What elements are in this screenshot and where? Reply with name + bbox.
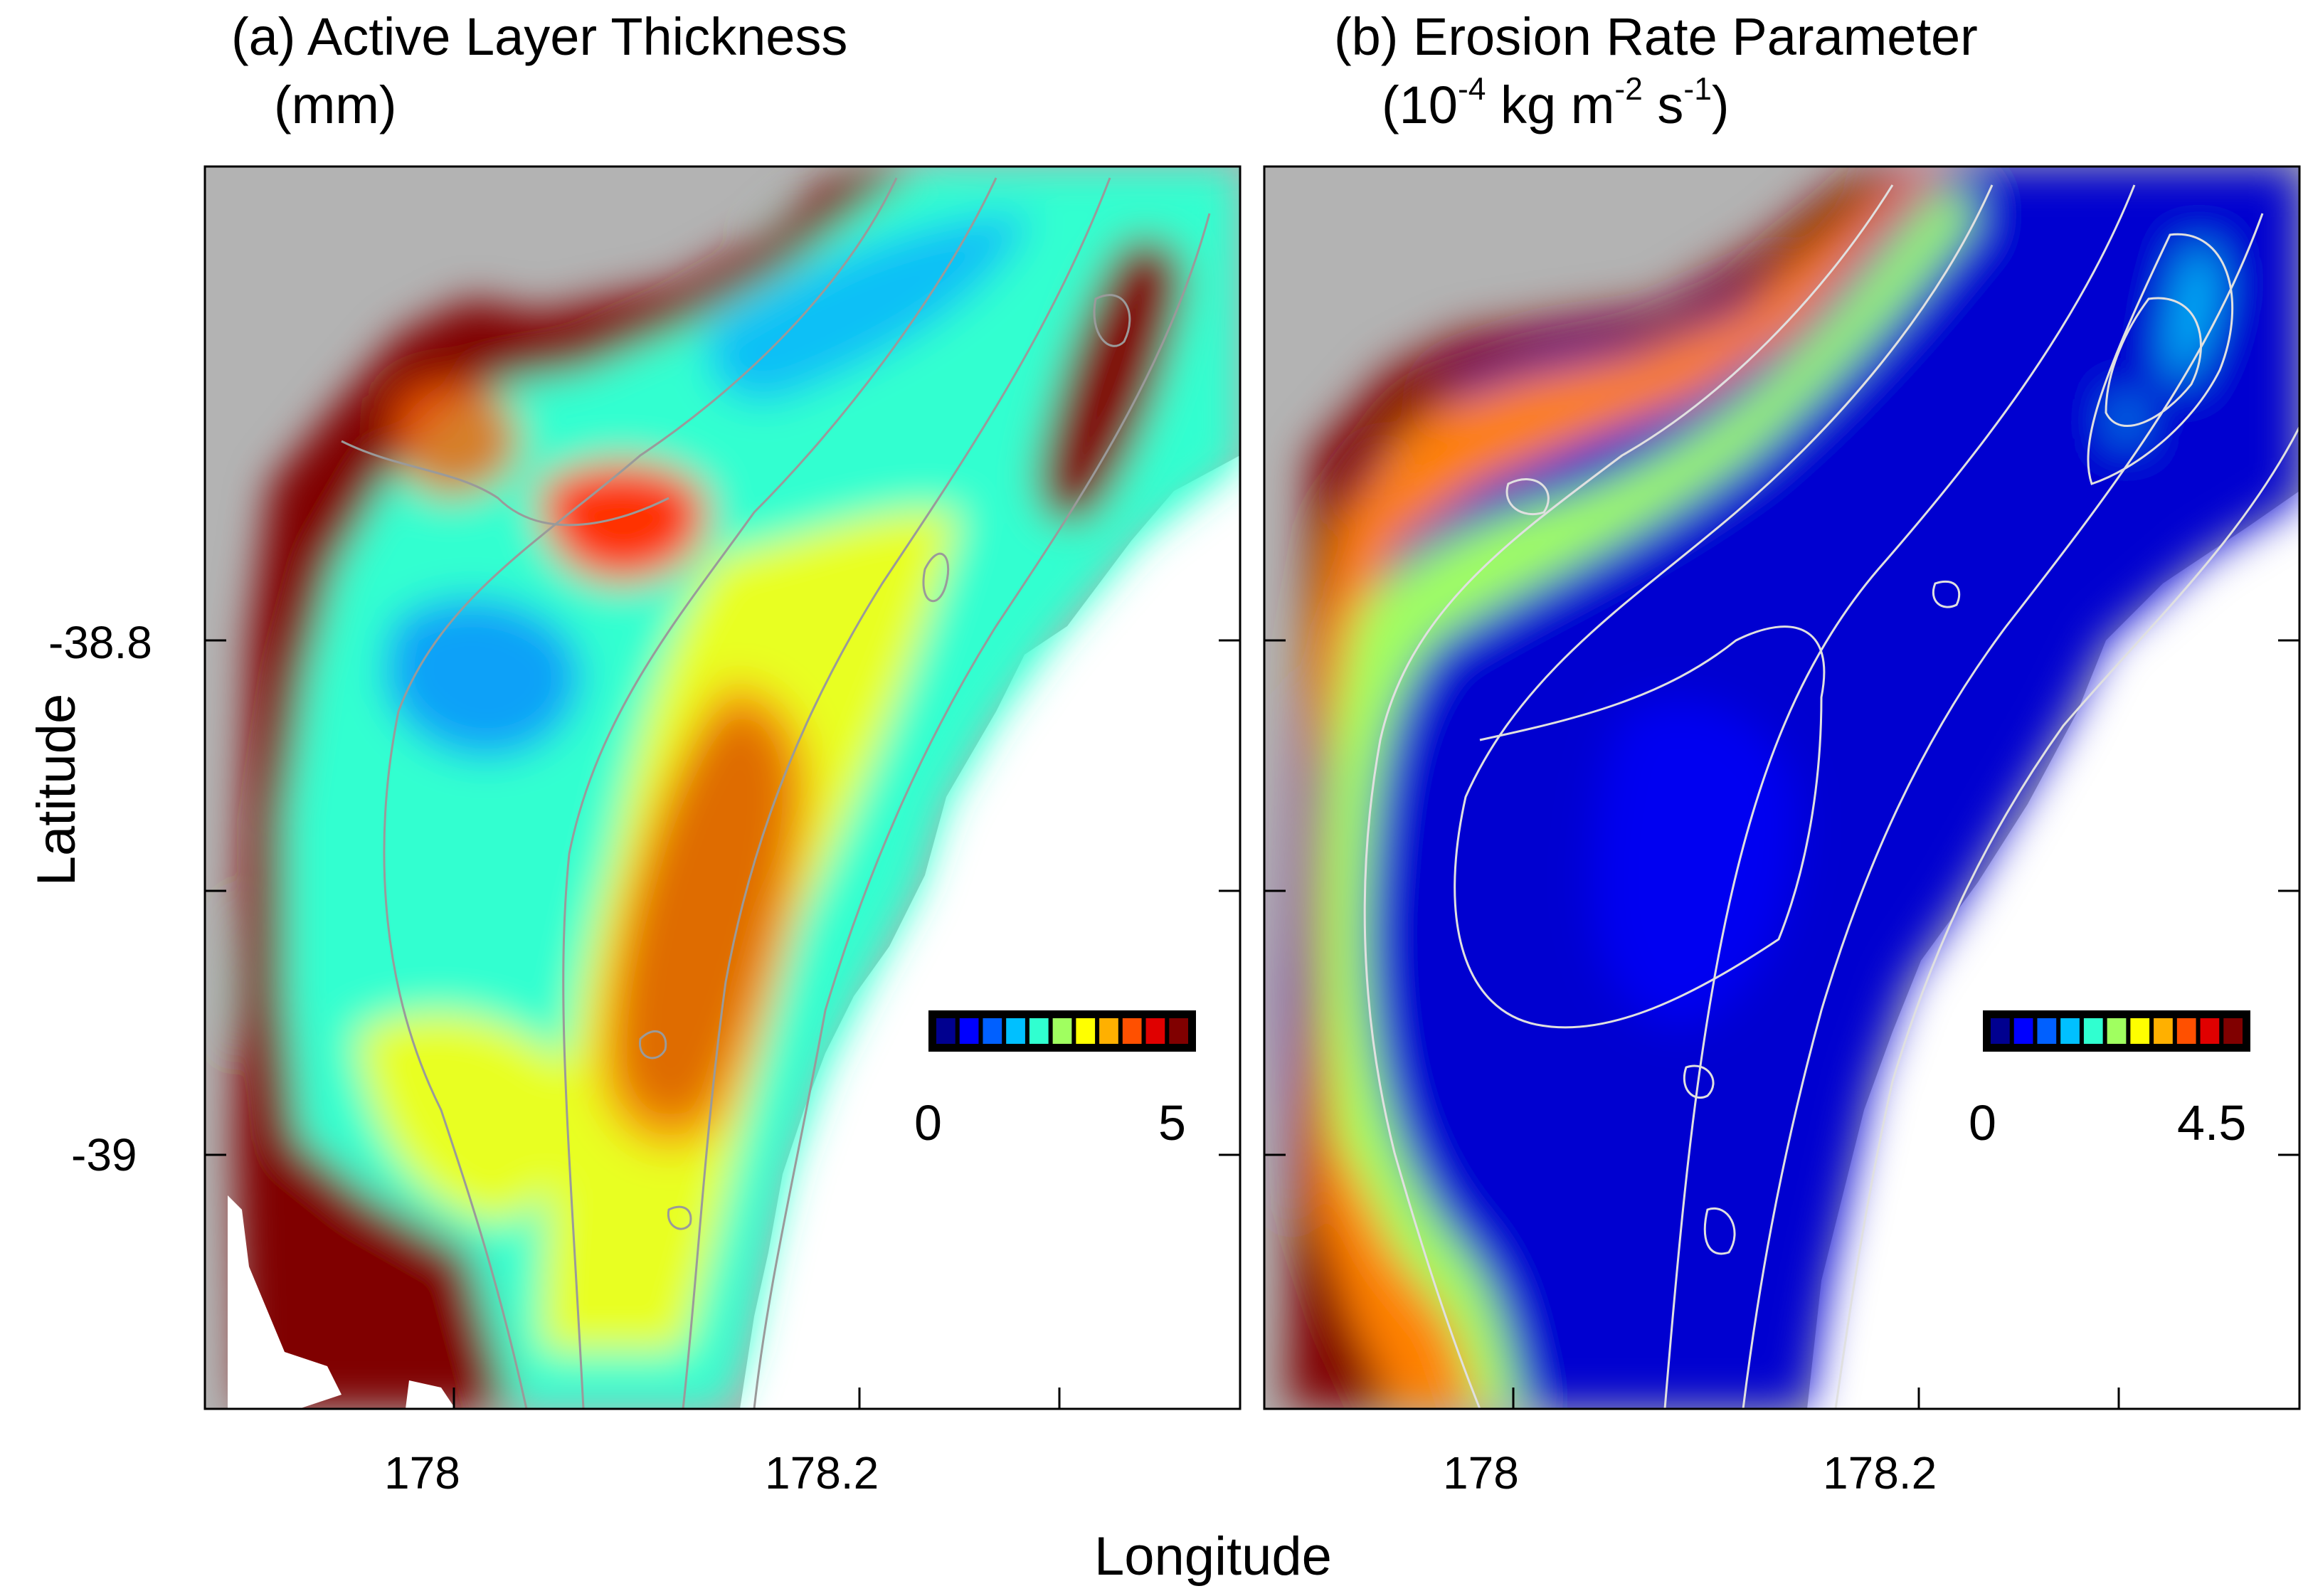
panel-a-frame (203, 165, 1242, 1410)
panel-a-map (205, 167, 1240, 1409)
x-tick-label-178-a: 178 (384, 1447, 460, 1499)
panel-b-colorbar-swatch (2223, 1018, 2243, 1044)
panel-a-orange-halo (597, 681, 814, 1152)
panel-a-ticks (205, 639, 1240, 1409)
panel-a-yellow-south (356, 1012, 573, 1224)
panel-b-unit-exp1: -4 (1457, 71, 1486, 107)
panel-b-colorbar-swatch (2107, 1018, 2127, 1044)
panel-b-colorbar-swatch (2060, 1018, 2080, 1044)
panel-a-colorbar-swatch (1122, 1018, 1142, 1044)
x-axis-title: Longitude (1094, 1526, 1332, 1587)
panel-b-unit-close: ) (1711, 75, 1730, 134)
panel-b-unit-exp2: -2 (1614, 71, 1643, 107)
panel-b-colorbar-swatch (2037, 1018, 2057, 1044)
panel-b-unit-mid: kg m (1486, 75, 1615, 134)
panel-a-colorbar-swatch (936, 1018, 956, 1044)
panel-b-frame (1263, 165, 2301, 1410)
y-tick-label-38-8: -38.8 (48, 617, 152, 668)
panel-b-colorbar-swatch (1991, 1018, 2010, 1044)
panel-b-domain (1807, 167, 2299, 1409)
panel-a-colorbar-swatch (1076, 1018, 1096, 1044)
panel-a-colorbar (928, 1010, 1196, 1052)
panel-a-colorbar-swatch (1052, 1018, 1072, 1044)
panel-b-colorbar-swatch (2200, 1018, 2220, 1044)
panel-a-colorbar-swatch (1169, 1018, 1188, 1044)
panel-b-deep-core (1592, 700, 1796, 1025)
x-tick-label-178-b: 178 (1443, 1447, 1519, 1499)
panel-b-unit-mid2: s (1642, 75, 1684, 134)
panel-b-unit-exp3: -1 (1683, 71, 1712, 107)
panel-a-colorbar-swatch (959, 1018, 979, 1044)
panel-a-colorbar-swatch (1029, 1018, 1049, 1044)
panel-a-coastal-red (235, 167, 918, 1409)
panel-b-coastal-orange (1309, 167, 1949, 1409)
panel-b-ticks (1264, 639, 2299, 1409)
panel-a-title: (a) Active Layer Thickness (231, 7, 848, 66)
x-tick-label-178-2-a: 178.2 (765, 1447, 879, 1499)
panel-a-coast-notch (228, 1195, 342, 1409)
y-axis-title: Latitude (26, 693, 87, 887)
panel-a-colorbar-swatch (1099, 1018, 1118, 1044)
panel-b-colorbar-max: 4.5 (2177, 1095, 2247, 1151)
panel-a-domain (740, 167, 1240, 1409)
panel-b-colorbar-swatch (2130, 1018, 2150, 1044)
panel-b-contours (1363, 184, 2299, 1409)
panel-b-map (1264, 167, 2299, 1409)
panel-b-unit-open: (10 (1382, 75, 1458, 134)
panel-b-title: (b) Erosion Rate Parameter (1334, 7, 1978, 66)
panel-a-red-mid-patch (539, 460, 708, 583)
panel-b-colorbar-min: 0 (1969, 1095, 1996, 1151)
panel-a-colorbar-swatch (1145, 1018, 1165, 1044)
panel-a-contours (341, 177, 1211, 1409)
panel-a-colorbar-swatch (1006, 1018, 1025, 1044)
panel-b-colorbar-swatch (2083, 1018, 2103, 1044)
panel-b-colorbar-swatch (2154, 1018, 2173, 1044)
panel-a-colorbar-swatch (983, 1018, 1002, 1044)
panel-a-red-east-patch (1037, 238, 1185, 524)
panel-b-base-field (1288, 167, 2299, 1409)
panel-b-colorbar-swatch (2013, 1018, 2033, 1044)
y-tick-label-39: -39 (71, 1129, 137, 1180)
panel-b-colorbar (1983, 1010, 2250, 1052)
panel-a-colorbar-max: 5 (1158, 1095, 1186, 1151)
panel-a-coast-notch2 (406, 1380, 455, 1409)
x-tick-label-178-2-b: 178.2 (1823, 1447, 1937, 1499)
panel-a-colorbar-min: 0 (914, 1095, 942, 1151)
panel-a-title-unit: (mm) (274, 75, 397, 134)
panel-a-blue-zone (384, 598, 581, 758)
panel-b-colorbar-swatch (2176, 1018, 2196, 1044)
panel-b-title-unit: (10-4 kg m-2 s-1) (1382, 72, 1730, 142)
panel-b-cyan-peak2 (2116, 397, 2137, 442)
